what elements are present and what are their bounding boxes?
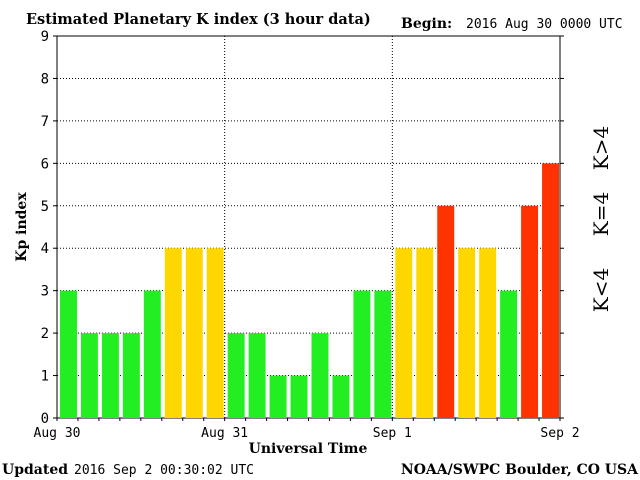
y-axis-title: Kp index	[14, 192, 30, 262]
kp-bar	[101, 333, 119, 418]
kp-bar	[332, 375, 350, 418]
x-day-label: Sep 1	[373, 426, 412, 441]
y-tick-label: 5	[41, 199, 49, 215]
kp-bar	[479, 248, 497, 418]
kp-bar	[248, 333, 266, 418]
x-day-label: Aug 30	[34, 426, 81, 441]
legend-above-4: K>4	[589, 126, 613, 170]
y-tick-label: 4	[41, 241, 49, 257]
legend-below-4: K<4	[589, 268, 613, 312]
y-tick-label: 9	[41, 29, 49, 45]
kp-bar	[458, 248, 476, 418]
grid-lines	[57, 36, 560, 418]
kp-bar	[437, 205, 455, 418]
kp-bar	[122, 333, 140, 418]
kp-bar	[311, 333, 329, 418]
kp-bar	[185, 248, 203, 418]
y-tick-label: 7	[41, 114, 49, 130]
y-tick-label: 0	[41, 411, 49, 427]
x-day-label: Sep 2	[540, 426, 579, 441]
kp-bar	[416, 248, 434, 418]
kp-bar	[143, 290, 161, 418]
begin-label: Begin:	[401, 16, 452, 32]
y-tick-label: 8	[41, 71, 49, 87]
kp-bar	[521, 205, 539, 418]
updated-value: 2016 Sep 2 00:30:02 UTC	[74, 463, 254, 478]
source-credit: NOAA/SWPC Boulder, CO USA	[401, 462, 639, 478]
bar-series	[60, 163, 559, 418]
kp-bar	[395, 248, 413, 418]
y-tick-label: 3	[41, 284, 49, 300]
y-tick-label: 2	[41, 326, 49, 342]
y-tick-label: 6	[41, 156, 49, 172]
kp-bar	[542, 163, 559, 418]
chart-title: Estimated Planetary K index (3 hour data…	[26, 11, 371, 28]
kp-bar	[353, 290, 371, 418]
kp-bar	[80, 333, 98, 418]
begin-value: 2016 Aug 30 0000 UTC	[466, 17, 623, 32]
y-tick-label: 1	[41, 369, 49, 385]
updated-label: Updated	[2, 462, 68, 478]
kp-bar	[290, 375, 308, 418]
plot-area	[56, 35, 561, 419]
kp-bar	[227, 333, 245, 418]
y-axis: 0 1 2 3 4 5 6 7 8 9	[41, 29, 564, 427]
kp-bar	[269, 375, 287, 418]
x-axis: Aug 30 Aug 31 Sep 1 Sep 2	[34, 418, 580, 441]
kp-bar	[500, 290, 518, 418]
kp-bar	[164, 248, 182, 418]
x-day-label: Aug 31	[201, 426, 248, 441]
x-axis-title: Universal Time	[249, 441, 368, 457]
kp-bar	[60, 290, 77, 418]
kp-bar	[374, 290, 392, 418]
legend-equal-4: K=4	[589, 192, 613, 236]
kp-bar	[206, 248, 224, 418]
